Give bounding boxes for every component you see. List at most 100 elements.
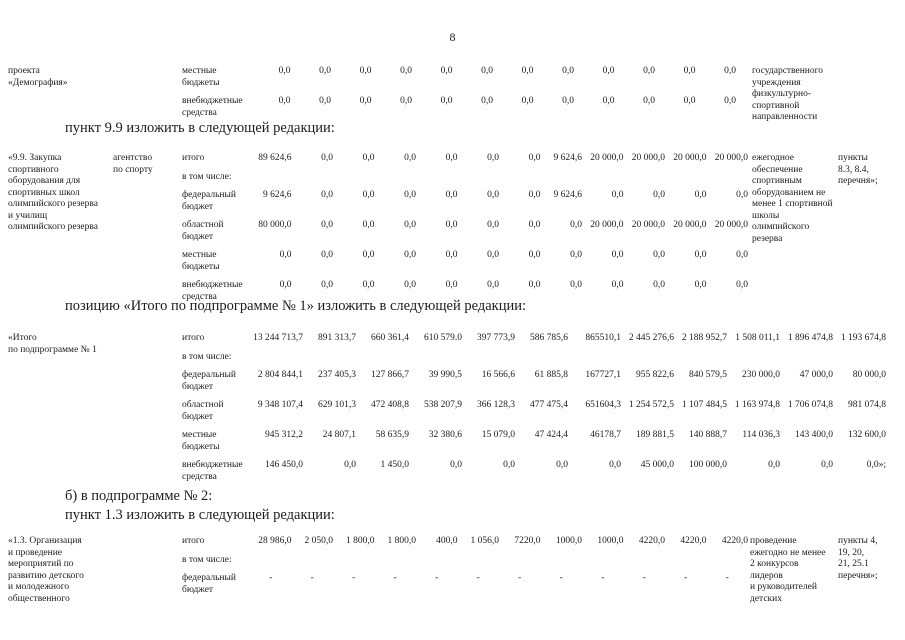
- value-cell: 47 424,4: [534, 430, 568, 440]
- value-cell: -: [642, 573, 646, 583]
- row-description: проекта «Демография»: [8, 66, 68, 88]
- value-cell: 0,0: [528, 280, 541, 290]
- value-cell: 0,0: [821, 460, 833, 470]
- budget-type-label: внебюджетные средства: [182, 460, 243, 482]
- value-cell: 1 163 974,8: [734, 400, 780, 410]
- value-cell: 4220,0: [721, 536, 748, 546]
- value-cell: 0,0: [404, 153, 416, 163]
- value-cell: 47 000,0: [799, 370, 833, 380]
- value-cell: 865510,1: [585, 333, 621, 343]
- value-cell: 0,0: [611, 190, 624, 200]
- page-number: 8: [449, 30, 456, 44]
- value-cell: -: [352, 573, 356, 583]
- value-cell: 0,0: [487, 190, 499, 200]
- value-cell: 0,0: [481, 96, 493, 106]
- budget-row: итого 28 986,0 2 050,0 1 800,0 1 800,0 400,0 1…: [182, 536, 748, 548]
- list-items-ref: пункты 8.3, 8.4, перечня»;: [838, 153, 878, 186]
- value-cell: 58 635,9: [375, 430, 409, 440]
- value-cell: 840 579,5: [689, 370, 727, 380]
- value-cell: 4220,0: [680, 536, 707, 546]
- value-cell: 9 624,6: [553, 190, 583, 200]
- value-cell: 0,0: [768, 460, 780, 470]
- value-cell: -: [684, 573, 688, 583]
- budget-type-label: итого: [182, 333, 205, 343]
- value-cell: 1 254 572,5: [628, 400, 674, 410]
- value-cell: 0,0: [279, 280, 292, 290]
- value-cell: 0,0: [528, 190, 541, 200]
- budget-type-label: федеральный бюджет: [182, 190, 236, 212]
- value-cell: 2 050,0: [304, 536, 334, 546]
- budget-type-label: итого: [182, 153, 205, 163]
- value-cell: 477 475,4: [530, 400, 568, 410]
- value-cell: 0,0: [736, 190, 748, 200]
- value-cell: 0,0: [611, 250, 624, 260]
- value-cell: 2 188 952,7: [681, 333, 727, 343]
- instruction-heading-itogo: позицию «Итого по подпрограмме № 1» изло…: [65, 298, 527, 314]
- budget-row: федеральный бюджет 2 804 844,1 237 405,3 12…: [182, 370, 886, 393]
- value-cell: 1 896 474,8: [787, 333, 833, 343]
- value-cell: 981 074,8: [848, 400, 886, 410]
- budget-type-label: в том числе:: [182, 351, 232, 362]
- value-cell: 0,0: [521, 66, 534, 76]
- value-cell: 20 000,0: [714, 220, 748, 230]
- value-cell: 0,0: [321, 220, 333, 230]
- value-cell: 1 800,0: [387, 536, 417, 546]
- value-cell: 0,0: [521, 96, 534, 106]
- value-cell: 0,0: [556, 460, 568, 470]
- budget-type-label: местные бюджеты: [182, 66, 220, 88]
- value-cell: 0,0»;: [866, 460, 886, 470]
- value-cell: 32 380,6: [428, 430, 462, 440]
- value-cell: 0,0: [724, 96, 736, 106]
- budget-row: в том числе:: [182, 172, 748, 184]
- value-cell: -: [435, 573, 439, 583]
- value-cell: 0,0: [611, 280, 624, 290]
- value-cell: 0,0: [362, 190, 375, 200]
- value-cell: 0,0: [445, 190, 458, 200]
- value-cell: -: [518, 573, 522, 583]
- value-cell: -: [393, 573, 397, 583]
- agency-cell: агентство по спорту: [113, 153, 153, 175]
- budget-row: федеральный бюджет - - - - - - - - - - - -: [182, 573, 748, 596]
- value-cell: 0,0: [653, 250, 665, 260]
- value-cell: 0,0: [643, 66, 655, 76]
- value-cell: 955 822,6: [636, 370, 674, 380]
- value-cell: 20 000,0: [631, 153, 665, 163]
- value-cell: 0,0: [694, 250, 707, 260]
- value-cell: 0,0: [321, 280, 333, 290]
- budget-rows: итого 89 624,6 0,0 0,0 0,0 0,0 0,0 0,0 9 624,6 20…: [182, 153, 748, 310]
- value-cell: 1000,0: [597, 536, 624, 546]
- value-cell: 20 000,0: [714, 153, 748, 163]
- value-cell: 20 000,0: [631, 220, 665, 230]
- budget-type-label: федеральный бюджет: [182, 573, 236, 595]
- budget-type-label: в том числе:: [182, 554, 232, 565]
- value-cell: 0,0: [400, 66, 412, 76]
- budget-rows: итого 13 244 713,7 891 313,7 660 361,4 610 5…: [182, 333, 886, 490]
- value-cell: 0,0: [653, 280, 665, 290]
- value-cell: 0,0: [362, 153, 375, 163]
- value-cell: 0,0: [362, 280, 375, 290]
- value-cell: 0,0: [653, 190, 665, 200]
- value-cell: 1 450,0: [380, 460, 410, 470]
- value-cell: 1 107 484,5: [681, 400, 727, 410]
- value-cell: 13 244 713,7: [253, 333, 303, 343]
- value-cell: 0,0: [694, 190, 707, 200]
- budget-row: внебюджетные средства 146 450,0 0,0 1 450,0…: [182, 460, 886, 483]
- value-cell: 0,0: [683, 66, 696, 76]
- value-cell: 100 000,0: [689, 460, 727, 470]
- expected-result: ежегодное обеспечение спортивным оборудо…: [752, 153, 833, 244]
- value-cell: 0,0: [570, 220, 582, 230]
- value-cell: 366 128,3: [477, 400, 515, 410]
- value-cell: 1 706 074,8: [787, 400, 833, 410]
- value-cell: 1000,0: [555, 536, 582, 546]
- value-cell: 0,0: [487, 153, 499, 163]
- value-cell: 0,0: [609, 460, 621, 470]
- budget-row: внебюджетные средства 0,0 0,0 0,0 0,0 0,0 0,0 0…: [182, 96, 736, 119]
- value-cell: 0,0: [321, 250, 333, 260]
- value-cell: 167727,1: [585, 370, 621, 380]
- value-cell: 0,0: [724, 66, 736, 76]
- budget-row: местные бюджеты 0,0 0,0 0,0 0,0 0,0 0,0 0,0 0,0 0…: [182, 250, 748, 273]
- value-cell: 0,0: [321, 190, 333, 200]
- value-cell: 0,0: [445, 153, 458, 163]
- value-cell: 0,0: [481, 66, 493, 76]
